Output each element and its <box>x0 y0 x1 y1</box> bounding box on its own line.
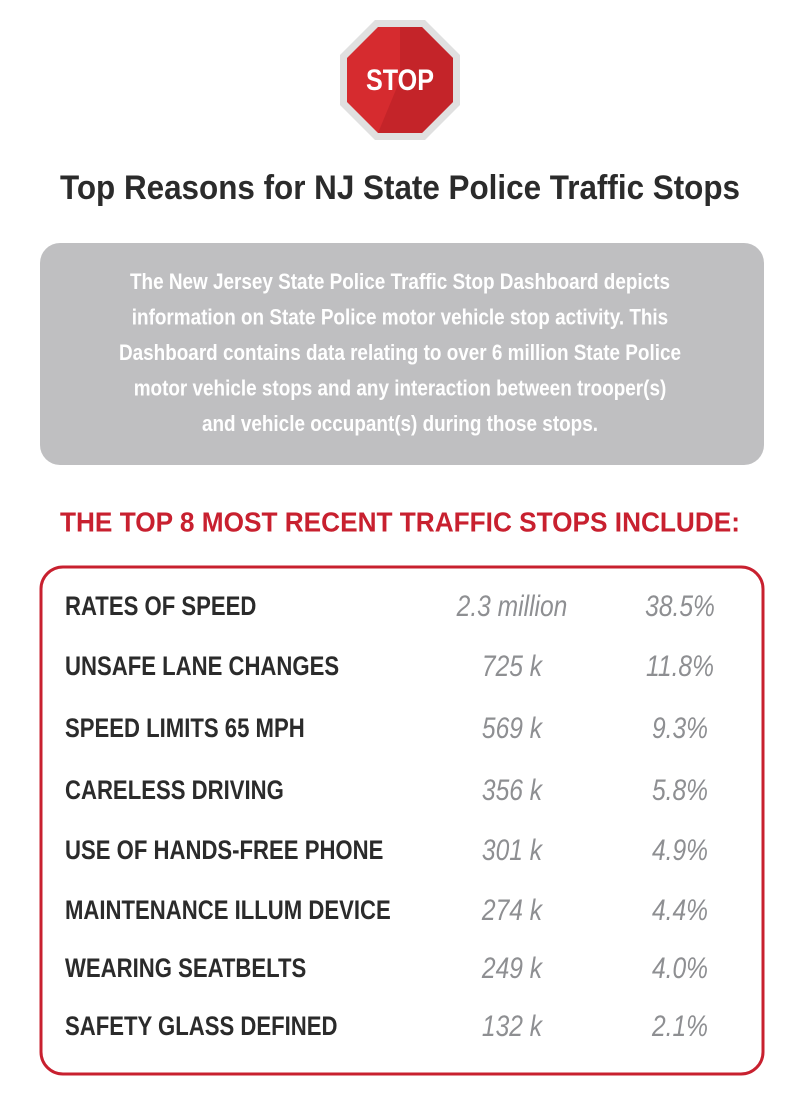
row-count: 301 k <box>482 833 543 867</box>
row-label: WEARING SEATBELTS <box>65 954 306 984</box>
row-label: SAFETY GLASS DEFINED <box>65 1012 337 1042</box>
table-box <box>39 565 765 1076</box>
row-count: 2.3 million <box>456 589 568 623</box>
row-percent: 4.4% <box>652 893 708 927</box>
row-label: SPEED LIMITS 65 MPH <box>65 714 305 744</box>
intro-box <box>40 243 764 465</box>
row-label: USE OF HANDS-FREE PHONE <box>65 836 383 866</box>
sign-text: STOP <box>366 64 434 97</box>
row-label: RATES OF SPEED <box>65 592 256 622</box>
row-percent: 38.5% <box>645 589 715 623</box>
row-label: MAINTENANCE ILLUM DEVICE <box>65 896 391 926</box>
row-count: 569 k <box>482 711 543 745</box>
row-percent: 5.8% <box>652 773 708 807</box>
row-percent: 9.3% <box>652 711 708 745</box>
intro-line: and vehicle occupant(s) during those sto… <box>202 412 598 437</box>
sign-shade <box>378 27 453 133</box>
row-label: UNSAFE LANE CHANGES <box>65 652 339 682</box>
row-percent: 2.1% <box>651 1009 708 1043</box>
intro-line: motor vehicle stops and any interaction … <box>134 376 667 401</box>
row-percent: 4.9% <box>652 833 708 867</box>
row-count: 274 k <box>481 893 543 927</box>
intro-text: The New Jersey State Police Traffic Stop… <box>119 270 681 437</box>
row-count: 132 k <box>482 1009 543 1043</box>
title: Top Reasons for NJ State Police Traffic … <box>60 169 740 207</box>
row-count: 725 k <box>482 649 543 683</box>
row-percent: 11.8% <box>646 649 714 683</box>
table-rows: RATES OF SPEED 2.3 million 38.5% UNSAFE LAN… <box>65 589 715 1043</box>
row-percent: 4.0% <box>652 951 708 985</box>
intro-line: Dashboard contains data relating to over… <box>119 341 681 366</box>
row-label: CARELESS DRIVING <box>65 776 284 806</box>
stop-sign: STOP <box>340 20 460 140</box>
intro-line: information on State Police motor vehicl… <box>132 305 668 330</box>
row-count: 356 k <box>482 773 543 807</box>
row-count: 249 k <box>481 951 543 985</box>
table-heading: THE TOP 8 MOST RECENT TRAFFIC STOPS INCL… <box>60 506 740 537</box>
intro-line: The New Jersey State Police Traffic Stop… <box>130 270 670 295</box>
